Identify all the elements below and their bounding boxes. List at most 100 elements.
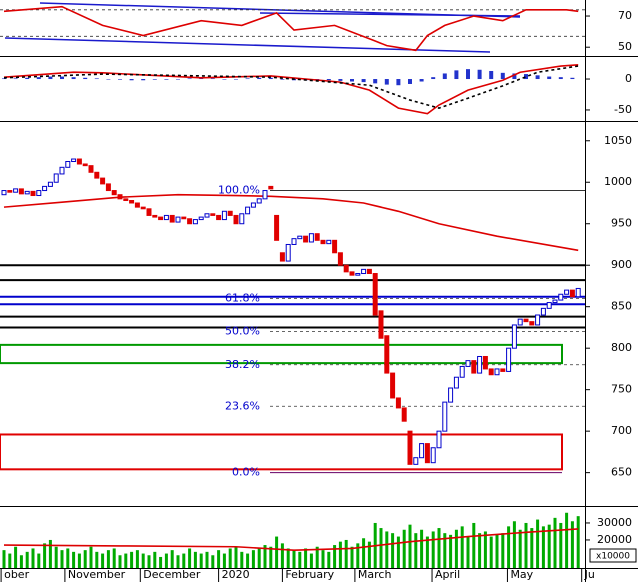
candle <box>274 214 280 241</box>
histogram-bar <box>164 79 169 80</box>
volume-bar <box>19 555 23 568</box>
histogram-bar <box>187 78 192 80</box>
candle <box>332 239 338 254</box>
candle <box>105 183 111 192</box>
fib-label: 61.8% <box>225 291 260 304</box>
candle <box>523 318 529 323</box>
volume-bar <box>112 548 116 568</box>
candle <box>88 165 94 173</box>
volume-bar <box>286 548 290 568</box>
candle <box>488 368 494 376</box>
candle <box>210 213 216 216</box>
candle <box>169 214 175 223</box>
fib-label: 50.0% <box>225 325 260 338</box>
candle <box>291 238 297 245</box>
volume-bar <box>437 528 441 568</box>
candle <box>268 185 274 190</box>
candle <box>569 289 575 298</box>
candle <box>343 264 349 273</box>
histogram-bar <box>129 79 134 81</box>
candle <box>117 194 123 200</box>
candle <box>378 310 384 339</box>
histogram-bar <box>419 79 424 82</box>
volume-bar <box>327 551 331 568</box>
volume-bar <box>14 546 18 568</box>
volume-bar <box>95 551 99 568</box>
candle <box>407 430 413 465</box>
volume-bar <box>344 539 348 568</box>
candle <box>366 268 372 275</box>
volume-bar <box>321 550 325 568</box>
candle <box>575 287 581 298</box>
x-tick-label: May <box>510 568 533 581</box>
volume-bar <box>338 541 342 568</box>
fib-label: 38.2% <box>225 358 260 371</box>
volume-bar <box>309 553 313 568</box>
volume-bar <box>246 553 250 568</box>
candle <box>436 430 442 449</box>
volume-bar <box>77 553 81 568</box>
volume-bar <box>333 545 337 568</box>
candle <box>494 368 500 376</box>
candle <box>24 190 30 195</box>
histogram-bar <box>535 75 540 80</box>
volume-bar <box>257 548 261 568</box>
histogram-bar <box>384 79 389 85</box>
histogram-bar <box>361 79 366 83</box>
x-tick-label: ober <box>4 568 29 581</box>
candle <box>465 360 471 367</box>
candle <box>529 321 535 326</box>
candle <box>442 401 448 432</box>
volume-bar <box>454 529 458 568</box>
volume-bar <box>408 524 412 568</box>
candle <box>227 210 233 216</box>
volume-bar <box>385 531 389 568</box>
histogram-bar <box>60 76 64 80</box>
candle <box>471 360 477 374</box>
candle <box>540 307 546 316</box>
zone <box>0 433 563 471</box>
candle <box>453 376 459 389</box>
volume-bar <box>524 522 528 568</box>
volume-bar <box>275 536 279 568</box>
volume-bar <box>391 533 395 568</box>
y-tick-label: 750 <box>611 383 632 396</box>
histogram-bar <box>48 76 53 80</box>
candle <box>511 324 517 349</box>
volume-bar <box>147 555 151 568</box>
candle <box>221 210 227 221</box>
volume-bar <box>292 550 296 568</box>
volume-bar <box>460 526 464 568</box>
candle <box>517 318 523 326</box>
volume-bar <box>25 551 29 568</box>
volume-bar <box>414 533 418 568</box>
volume-bar <box>106 550 110 568</box>
candle <box>111 190 117 196</box>
volume-bar <box>402 529 406 568</box>
histogram-bar <box>268 77 273 80</box>
histogram-bar <box>141 79 146 81</box>
y-tick-label: 1050 <box>604 134 632 147</box>
candle <box>13 188 19 193</box>
histogram-bar <box>454 70 459 80</box>
volume-bar <box>141 553 145 568</box>
fib-label: 23.6% <box>225 399 260 412</box>
candle <box>558 293 564 301</box>
candle <box>71 158 77 163</box>
volume-bar <box>164 553 168 568</box>
volume-bar <box>199 553 203 568</box>
candle <box>181 216 187 220</box>
histogram-bar <box>431 77 436 80</box>
volume-bar <box>176 555 180 568</box>
moving-average <box>3 528 579 551</box>
unit-box <box>589 548 637 563</box>
histogram-bar <box>466 69 470 80</box>
volume-bar <box>83 550 87 568</box>
volume-bar <box>518 529 522 568</box>
volume-bar <box>251 550 255 568</box>
volume-bar <box>130 551 134 568</box>
candle <box>395 397 401 409</box>
histogram-bar <box>396 79 401 86</box>
